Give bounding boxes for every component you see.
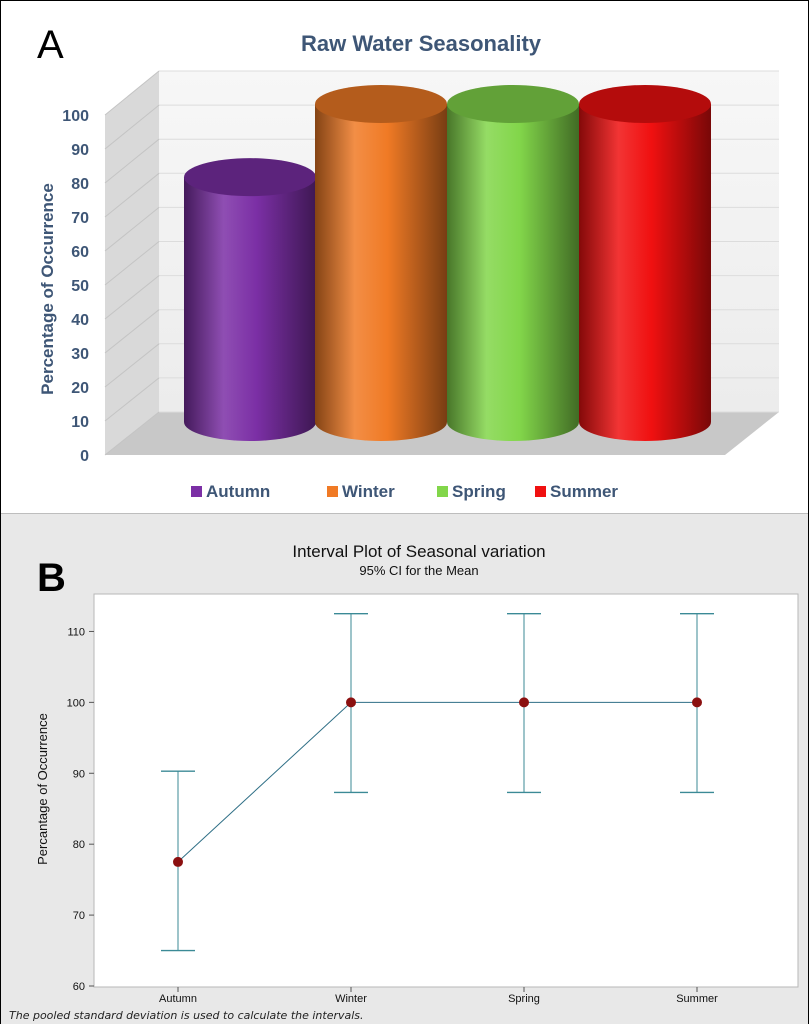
y-tick-label: 80 [73, 839, 85, 851]
y-tick-label: 50 [71, 278, 89, 295]
bar-body [447, 104, 579, 441]
gridline-side [104, 241, 160, 286]
mean-point-summer [692, 697, 702, 708]
panel-b-letter: B [37, 556, 66, 600]
y-tick-label: 100 [67, 697, 85, 709]
y-tick-label: 40 [71, 312, 89, 329]
y-tick-label: 80 [71, 176, 89, 193]
gridline-side [104, 207, 160, 252]
y-tick-label: 60 [73, 981, 85, 993]
chart-a-y-axis-label: Percentage of Occurrence [38, 183, 57, 395]
gridline-side [104, 275, 160, 320]
y-tick-label: 30 [71, 346, 89, 363]
mean-point-spring [519, 697, 529, 708]
panel-a-letter: A [37, 23, 64, 67]
chart-b-title: Interval Plot of Seasonal variation [292, 542, 545, 561]
mean-point-autumn [173, 856, 183, 867]
gridline-side [104, 411, 160, 456]
footnote: The pooled standard deviation is used to… [9, 1009, 364, 1022]
x-tick-label: Autumn [159, 993, 197, 1005]
bar-top [579, 85, 711, 123]
bar-body [184, 177, 316, 441]
legend-item-winter: Winter [327, 482, 395, 501]
gridline-side [104, 138, 160, 184]
bar-spring [447, 85, 579, 441]
chart-b-y-axis-label: Percantage of Occurrence [35, 713, 50, 865]
panel-b: B Interval Plot of Seasonal variation 95… [1, 513, 808, 1024]
bar-top [447, 85, 579, 123]
y-tick-label: 90 [73, 768, 85, 780]
bar-summer [579, 85, 711, 441]
legend-swatch [191, 486, 202, 497]
y-tick-label: 90 [71, 142, 89, 159]
gridline-side [104, 377, 160, 422]
y-tick-label: 60 [71, 244, 89, 261]
bar-body [315, 104, 447, 441]
legend-item-autumn: Autumn [191, 482, 270, 501]
mean-connect-line [177, 701, 697, 863]
y-tick-label: 20 [71, 380, 89, 397]
plot-area [93, 593, 799, 988]
bar-top [184, 158, 316, 197]
bar-autumn [184, 158, 316, 441]
legend-label: Autumn [206, 482, 270, 501]
legend-swatch [437, 486, 448, 497]
gridline-side [104, 309, 160, 354]
panel-a: A 0 10 20 30 40 50 60 70 80 90 100 Raw Water Seaso… [1, 1, 808, 513]
legend-swatch [535, 486, 546, 497]
y-tick-label: 70 [73, 910, 85, 922]
mean-point-winter [346, 697, 356, 708]
bar-top [315, 85, 447, 123]
legend-label: Summer [550, 482, 618, 501]
legend-label: Winter [342, 482, 395, 501]
legend-label: Spring [452, 482, 506, 501]
chart-a-title: Raw Water Seasonality [301, 31, 542, 56]
x-tick-label: Spring [508, 993, 540, 1005]
gridline-side [104, 172, 160, 218]
legend-swatch [327, 486, 338, 497]
y-tick-label: 100 [62, 108, 89, 125]
y-tick-label: 110 [67, 626, 85, 638]
legend-item-spring: Spring [437, 482, 506, 501]
gridline-side [104, 104, 160, 150]
chart-b-subtitle: 95% CI for the Mean [359, 563, 478, 578]
gridline-side [104, 70, 160, 116]
bar-body [579, 104, 711, 441]
legend-item-summer: Summer [535, 482, 618, 501]
x-tick-label: Summer [676, 993, 718, 1005]
y-tick-label: 70 [71, 210, 89, 227]
x-tick-label: Winter [335, 993, 367, 1005]
gridline-side [104, 343, 160, 388]
y-tick-label: 0 [80, 448, 89, 465]
y-tick-label: 10 [71, 414, 89, 431]
interval-plot: Interval Plot of Seasonal variation 95% … [35, 542, 799, 1005]
bar-chart-3d: 0 10 20 30 40 50 60 70 80 90 100 Raw Water Seasona… [38, 31, 779, 501]
bar-winter [315, 85, 447, 441]
